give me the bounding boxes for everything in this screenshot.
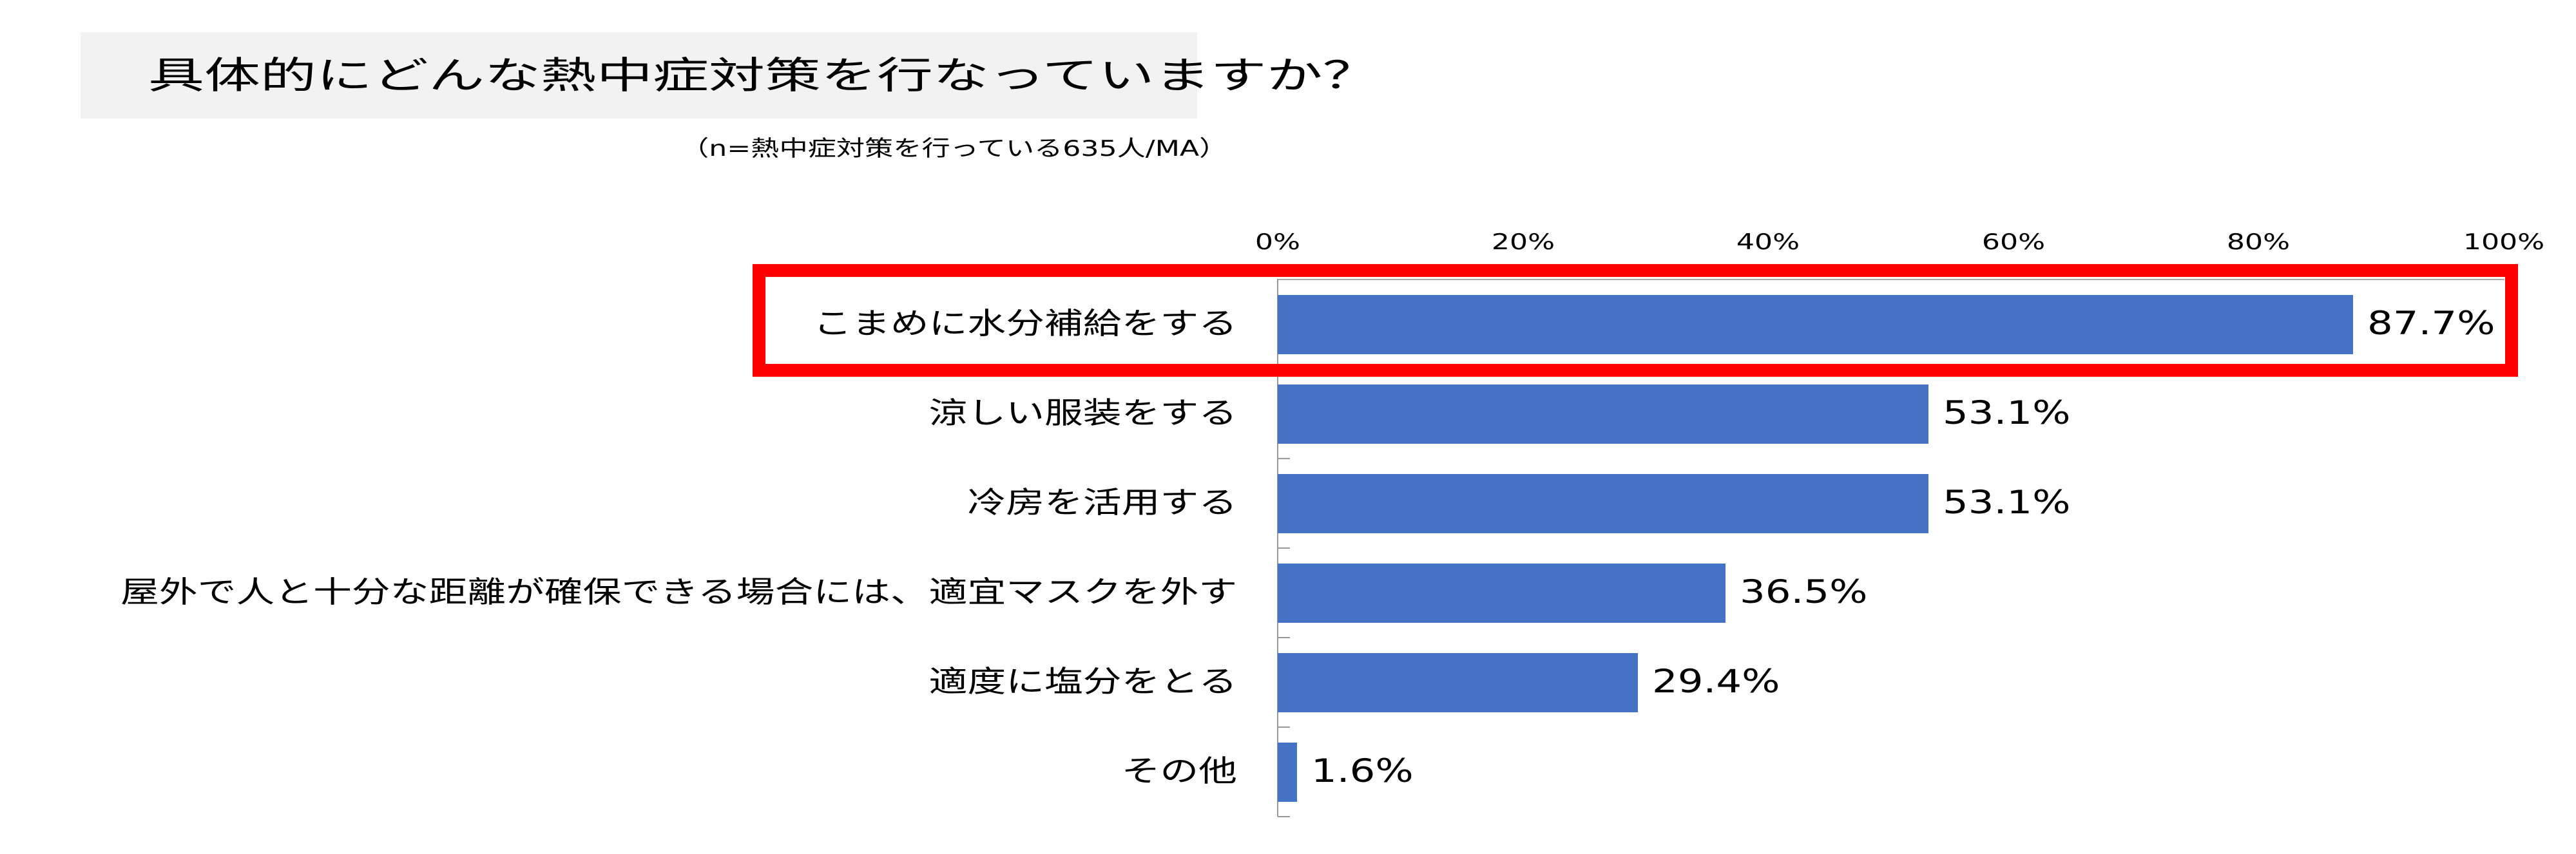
highlight-box xyxy=(753,264,2518,377)
category-label: 涼しい服装をする xyxy=(928,395,1237,430)
data-label: 87.7% xyxy=(2367,304,2495,342)
category-label: 屋外で人と十分な距離が確保できる場合には、適宜マスクを外す xyxy=(120,574,1237,609)
y-tick-mark xyxy=(1278,637,1290,638)
bar xyxy=(1278,473,1929,533)
x-tick-label: 60% xyxy=(1981,229,2045,255)
y-tick-mark xyxy=(1278,816,1290,817)
chart-subtitle: （n=熱中症対策を行っている635人/MA） xyxy=(680,136,1228,162)
data-label: 29.4% xyxy=(1652,662,1781,700)
x-tick-label: 80% xyxy=(2227,229,2291,255)
bar xyxy=(1278,652,1639,712)
category-label: その他 xyxy=(1121,753,1237,788)
y-tick-mark xyxy=(1278,458,1290,459)
category-label: 冷房を活用する xyxy=(967,484,1237,520)
bar xyxy=(1278,742,1298,802)
chart-title: 具体的にどんな熱中症対策を行なっていますか？ xyxy=(148,53,1379,97)
bar xyxy=(1278,384,1929,444)
y-tick-mark xyxy=(1278,726,1290,728)
x-axis-line xyxy=(1277,279,2504,280)
x-tick-label: 40% xyxy=(1736,229,1800,255)
data-label: 1.6% xyxy=(1311,752,1414,790)
data-label: 53.1% xyxy=(1943,394,2071,432)
x-tick-label: 20% xyxy=(1491,229,1555,255)
x-tick-label: 0% xyxy=(1254,229,1301,255)
bar xyxy=(1278,294,2353,354)
y-tick-mark xyxy=(1278,547,1290,549)
data-label: 36.5% xyxy=(1739,573,1868,611)
category-label: 適度に塩分をとる xyxy=(928,663,1237,699)
title-box: 具体的にどんな熱中症対策を行なっていますか？ xyxy=(81,32,1379,119)
data-label: 53.1% xyxy=(1943,483,2071,521)
bar xyxy=(1278,563,1725,623)
x-tick-label: 100% xyxy=(2463,229,2545,255)
category-label: こまめに水分補給をする xyxy=(813,305,1237,341)
